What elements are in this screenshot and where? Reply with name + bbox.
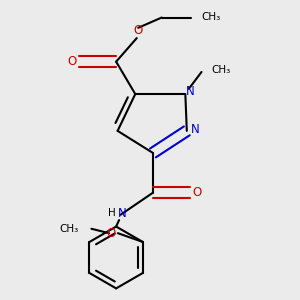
Text: H: H	[108, 208, 116, 218]
Text: O: O	[193, 186, 202, 199]
Text: O: O	[67, 55, 76, 68]
Text: O: O	[134, 24, 143, 37]
Text: CH₃: CH₃	[60, 224, 79, 234]
Text: CH₃: CH₃	[202, 13, 221, 22]
Text: O: O	[106, 227, 115, 240]
Text: CH₃: CH₃	[212, 64, 231, 75]
Text: N: N	[185, 85, 194, 98]
Text: N: N	[118, 207, 126, 220]
Text: N: N	[191, 123, 200, 136]
